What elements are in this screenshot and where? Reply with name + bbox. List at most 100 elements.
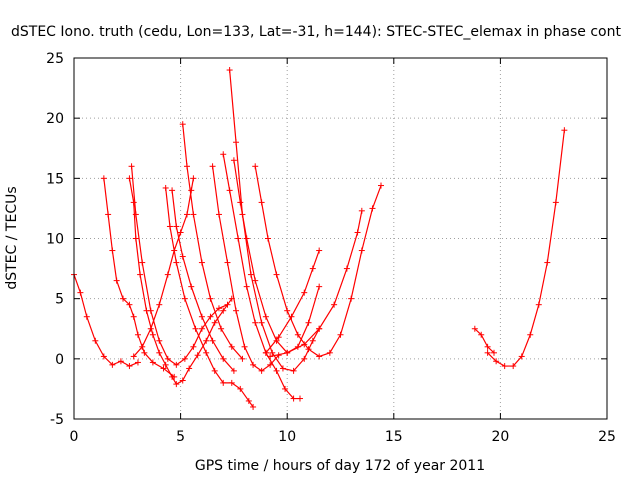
data-point [269, 349, 276, 356]
data-point [198, 313, 205, 320]
data-point [301, 355, 308, 362]
data-point [128, 163, 135, 170]
series-line [165, 187, 254, 408]
data-point [149, 359, 156, 366]
series-line [487, 130, 565, 367]
data-point [337, 331, 344, 338]
data-point [224, 301, 231, 308]
data-point [250, 361, 257, 368]
data-point [233, 139, 240, 146]
data-point [267, 353, 274, 360]
data-point [358, 247, 365, 254]
data-point [207, 295, 214, 302]
data-point [137, 271, 144, 278]
y-tick-label: -5 [50, 412, 64, 428]
data-point [130, 353, 137, 360]
chart-title: dSTEC Iono. truth (cedu, Lon=133, Lat=-3… [11, 24, 621, 40]
grid [74, 58, 607, 419]
data-point [478, 331, 485, 338]
data-point [267, 361, 274, 368]
data-point [141, 349, 148, 356]
series-7 [179, 121, 246, 362]
data-point [120, 295, 127, 302]
data-point [181, 355, 188, 362]
data-point [305, 319, 312, 326]
data-point [211, 367, 218, 374]
series-line [171, 190, 235, 372]
data-point [188, 187, 195, 194]
data-point [179, 377, 186, 384]
data-point [245, 397, 252, 404]
data-point [109, 361, 116, 368]
data-point [527, 331, 534, 338]
data-point [126, 301, 133, 308]
series-4 [130, 175, 197, 360]
data-point [552, 199, 559, 206]
data-point [288, 313, 295, 320]
data-point [331, 301, 338, 308]
data-point [243, 283, 250, 290]
x-axis-title: GPS time / hours of day 172 of year 2011 [195, 458, 485, 474]
data-point [117, 358, 124, 365]
x-tick-labels: 0 5 10 15 20 25 [70, 429, 616, 445]
data-point [309, 265, 316, 272]
plot-frame [73, 57, 608, 420]
series-14 [267, 207, 365, 360]
data-point [284, 307, 291, 314]
data-point [262, 349, 269, 356]
data-point [188, 283, 195, 290]
series-line [103, 178, 175, 378]
data-point [169, 187, 176, 194]
data-point [284, 349, 291, 356]
data-point [198, 325, 205, 332]
data-point [343, 265, 350, 272]
data-point [316, 353, 323, 360]
data-point [544, 259, 551, 266]
data-point [235, 235, 242, 242]
data-point [275, 334, 282, 341]
data-point [471, 325, 478, 332]
series-line [233, 160, 320, 354]
data-point [147, 325, 154, 332]
data-point [126, 363, 133, 370]
series-line [130, 166, 228, 366]
data-point [273, 337, 280, 344]
series-1 [100, 175, 178, 380]
series-11 [230, 157, 323, 356]
data-point [378, 182, 385, 189]
data-point [126, 175, 133, 182]
data-point [183, 163, 190, 170]
data-point [198, 259, 205, 266]
series-6 [169, 187, 237, 374]
data-point [239, 355, 246, 362]
data-point [209, 163, 216, 170]
data-point [173, 223, 180, 230]
data-series [71, 67, 568, 410]
data-point [162, 184, 169, 191]
data-point [156, 301, 163, 308]
data-point [220, 355, 227, 362]
data-point [326, 349, 333, 356]
x-tick-label: 20 [491, 429, 509, 445]
data-point [262, 313, 269, 320]
data-point [241, 343, 248, 350]
series-12 [252, 163, 385, 360]
data-point [290, 367, 297, 374]
data-point [113, 277, 120, 284]
data-point [226, 67, 233, 74]
x-tick-label: 0 [70, 429, 79, 445]
data-point [215, 211, 222, 218]
data-point [164, 271, 171, 278]
data-point [134, 359, 141, 366]
data-point [316, 283, 323, 290]
data-point [535, 301, 542, 308]
x-tick-label: 10 [278, 429, 296, 445]
data-point [156, 349, 163, 356]
data-point [484, 343, 491, 350]
data-point [130, 313, 137, 320]
data-point [305, 346, 312, 353]
data-point [258, 319, 265, 326]
data-point [273, 367, 280, 374]
data-point [211, 319, 218, 326]
